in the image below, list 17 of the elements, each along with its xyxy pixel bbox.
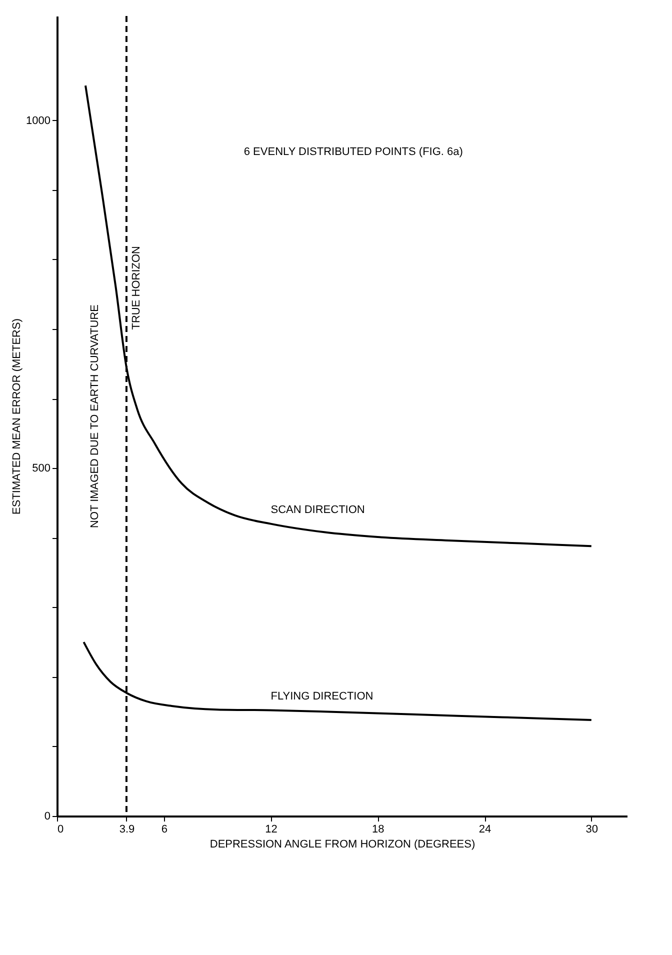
annotation: NOT IMAGED DUE TO EARTH CURVATURE — [89, 304, 101, 528]
y-tick-label: 500 — [32, 462, 50, 475]
x-tick-label: 30 — [586, 824, 598, 836]
x-tick-label: 24 — [478, 824, 492, 836]
annotation: 6 EVENLY DISTRIBUTED POINTS (FIG. 6a) — [244, 146, 463, 158]
y-axis-title: ESTIMATED MEAN ERROR (METERS) — [11, 318, 24, 514]
series-label: SCAN DIRECTION — [270, 504, 365, 516]
x-tick-label: 12 — [265, 824, 278, 836]
y-tick-label: 0 — [44, 810, 50, 822]
x-tick-label: 18 — [372, 824, 384, 836]
ref-line-label: TRUE HORIZON — [130, 246, 142, 330]
x-tick-label: 0 — [58, 824, 64, 836]
series-label: FLYING DIRECTION — [270, 690, 374, 702]
y-tick-label: 1000 — [26, 114, 50, 127]
x-tick-label: 6 — [161, 824, 168, 836]
x-tick-label: 3.9 — [119, 824, 135, 836]
x-axis-title: DEPRESSION ANGLE FROM HORIZON (DEGREES) — [210, 838, 476, 850]
